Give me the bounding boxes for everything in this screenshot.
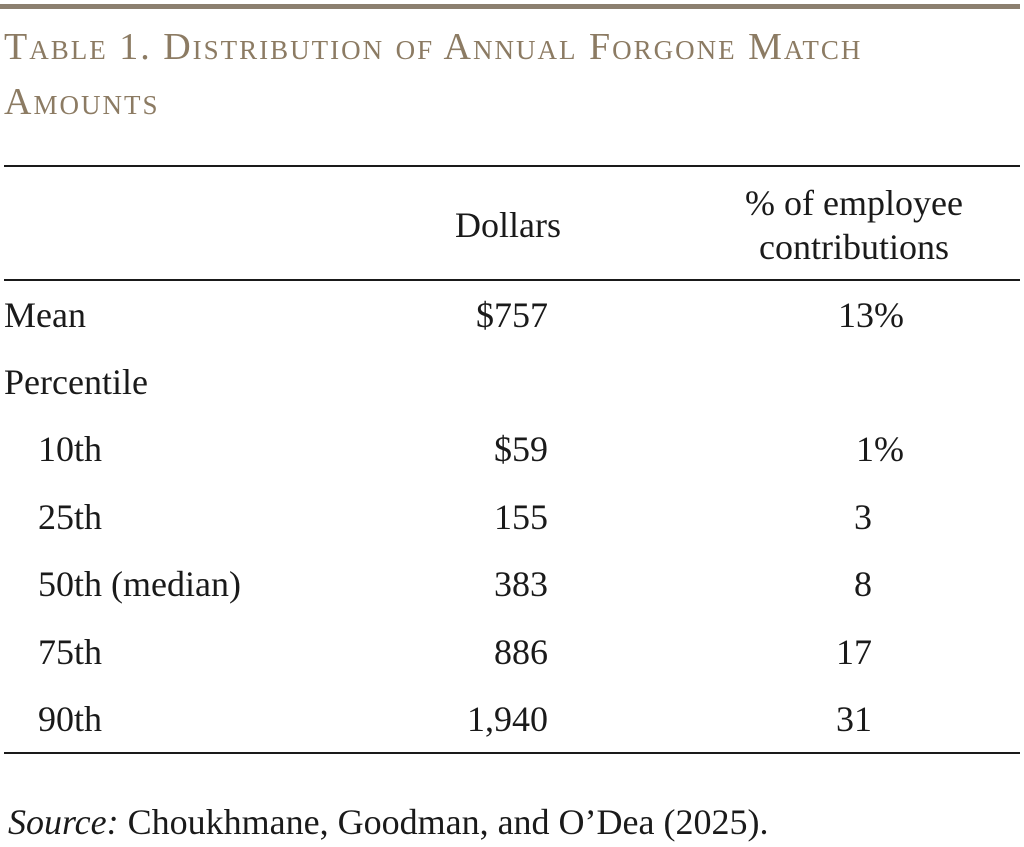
cell-pct-75th: 17 (836, 632, 872, 672)
header-pct-line1: % of employee (745, 183, 963, 223)
top-rule (0, 4, 1020, 9)
row-label-10th: 10th (38, 429, 103, 469)
source-note: Source: Choukhmane, Goodman, and O’Dea (… (8, 800, 768, 844)
row-label-mean: Mean (4, 295, 86, 335)
table-top-rule (4, 165, 1020, 167)
source-text: Choukhmane, Goodman, and O’Dea (2025). (118, 802, 769, 842)
cell-pct-90th: 31 (836, 699, 872, 739)
cell-dollars-90th: 1,940 (467, 699, 548, 739)
cell-pct-50th: 8 (854, 564, 872, 604)
row-label-percentile: Percentile (4, 362, 148, 402)
cell-dollars-10th: $59 (494, 429, 548, 469)
row-label-75th: 75th (38, 632, 103, 672)
cell-dollars-75th: 886 (494, 632, 548, 672)
header-dollars: Dollars (455, 205, 561, 245)
row-label-90th: 90th (38, 699, 103, 739)
table-title: Table 1. Distribution of Annual Forgone … (4, 26, 863, 123)
header-pct-line2: contributions (759, 227, 949, 267)
table-bottom-rule (4, 752, 1020, 754)
header-rule (4, 279, 1020, 281)
cell-pct-10th: 1% (856, 429, 904, 469)
cell-dollars-25th: 155 (494, 497, 548, 537)
cell-dollars-50th: 383 (494, 564, 548, 604)
row-label-25th: 25th (38, 497, 103, 537)
cell-pct-25th: 3 (854, 497, 872, 537)
source-label: Source: (8, 802, 119, 842)
cell-dollars-mean: $757 (476, 295, 548, 335)
cell-pct-mean: 13% (838, 295, 904, 335)
row-label-50th: 50th (median) (38, 564, 241, 604)
